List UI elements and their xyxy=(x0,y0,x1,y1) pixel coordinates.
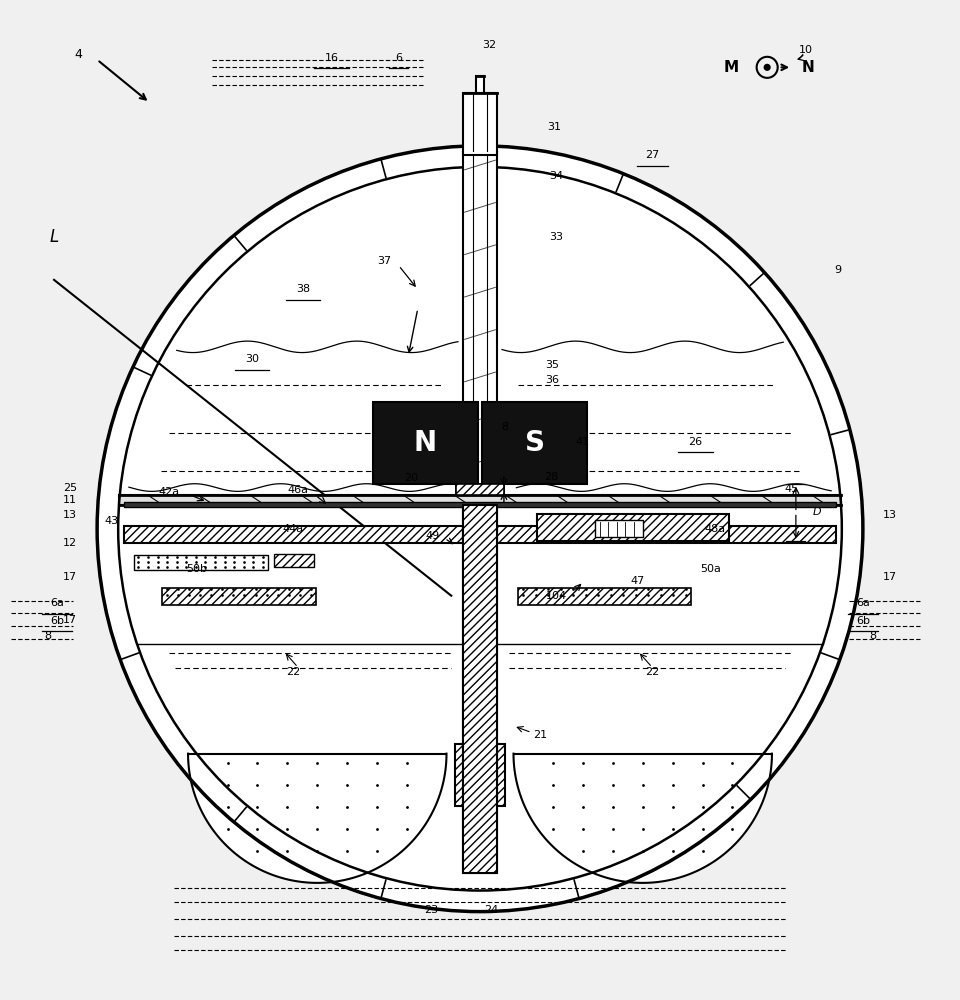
Text: 13: 13 xyxy=(63,510,78,520)
Text: 6a: 6a xyxy=(856,598,870,608)
Bar xyxy=(463,505,497,873)
Bar xyxy=(162,588,316,605)
Bar xyxy=(538,514,729,541)
Text: 31: 31 xyxy=(547,122,561,132)
Text: 43: 43 xyxy=(105,516,118,526)
Text: 26: 26 xyxy=(688,437,703,447)
Text: 45: 45 xyxy=(784,484,798,494)
Text: 104: 104 xyxy=(546,591,567,601)
Bar xyxy=(463,151,497,495)
Text: 21: 21 xyxy=(533,730,547,740)
Text: 38: 38 xyxy=(296,284,310,294)
Text: 13: 13 xyxy=(882,510,897,520)
Bar xyxy=(455,744,505,806)
Text: 28: 28 xyxy=(543,472,558,482)
Bar xyxy=(133,555,268,570)
Text: 50a: 50a xyxy=(700,564,721,574)
Text: 6b: 6b xyxy=(50,616,64,626)
Text: 10: 10 xyxy=(799,45,812,55)
Text: 11: 11 xyxy=(63,495,78,505)
Bar xyxy=(456,484,504,495)
Text: 24: 24 xyxy=(485,905,498,915)
Text: 8: 8 xyxy=(869,631,876,641)
Bar xyxy=(456,484,504,495)
Text: S: S xyxy=(524,429,544,457)
Text: 22: 22 xyxy=(286,667,300,677)
Bar xyxy=(124,526,463,543)
Text: 22: 22 xyxy=(645,667,660,677)
Text: 9: 9 xyxy=(834,265,841,275)
Text: 49: 49 xyxy=(425,531,440,541)
Text: L: L xyxy=(49,228,59,246)
Text: D: D xyxy=(812,507,821,517)
Text: 32: 32 xyxy=(482,40,496,50)
Text: 47: 47 xyxy=(631,576,645,586)
Text: 20: 20 xyxy=(403,473,418,483)
Text: 33: 33 xyxy=(549,232,563,242)
Bar xyxy=(476,76,484,93)
Text: 37: 37 xyxy=(377,256,392,266)
Text: 36: 36 xyxy=(545,375,559,385)
Text: 48a: 48a xyxy=(704,524,725,534)
Text: 44a: 44a xyxy=(283,524,304,534)
Bar xyxy=(463,505,497,873)
Text: 35: 35 xyxy=(545,360,559,370)
Text: 46a: 46a xyxy=(288,485,308,495)
Text: 50b: 50b xyxy=(186,564,207,574)
Bar xyxy=(497,526,836,543)
Bar xyxy=(518,588,690,605)
Text: M: M xyxy=(723,60,738,75)
Text: 25: 25 xyxy=(63,483,78,493)
Text: 34: 34 xyxy=(549,171,564,181)
Text: 23: 23 xyxy=(424,905,439,915)
Text: 30: 30 xyxy=(245,354,259,364)
Text: N: N xyxy=(414,429,437,457)
Bar xyxy=(482,402,588,484)
Text: 8: 8 xyxy=(44,631,51,641)
Polygon shape xyxy=(188,754,446,883)
Bar xyxy=(119,495,841,505)
Text: 17: 17 xyxy=(882,572,897,582)
Text: 4: 4 xyxy=(74,48,82,61)
Text: 42a: 42a xyxy=(158,487,180,497)
Bar xyxy=(463,93,497,155)
Bar xyxy=(372,402,478,484)
Text: 6b: 6b xyxy=(856,616,870,626)
Bar xyxy=(275,554,315,567)
Bar xyxy=(595,520,643,537)
Text: 12: 12 xyxy=(63,538,78,548)
Text: 27: 27 xyxy=(645,150,660,160)
Text: 6a: 6a xyxy=(50,598,64,608)
Text: N: N xyxy=(802,60,814,75)
Bar xyxy=(124,502,836,507)
Text: 41: 41 xyxy=(576,437,589,447)
Text: 17: 17 xyxy=(63,572,78,582)
Text: 6: 6 xyxy=(396,53,402,63)
Polygon shape xyxy=(97,146,863,912)
Polygon shape xyxy=(514,754,772,883)
Text: 17: 17 xyxy=(63,615,78,625)
Text: 16: 16 xyxy=(324,53,339,63)
Circle shape xyxy=(764,64,770,70)
Text: 8: 8 xyxy=(501,422,508,432)
